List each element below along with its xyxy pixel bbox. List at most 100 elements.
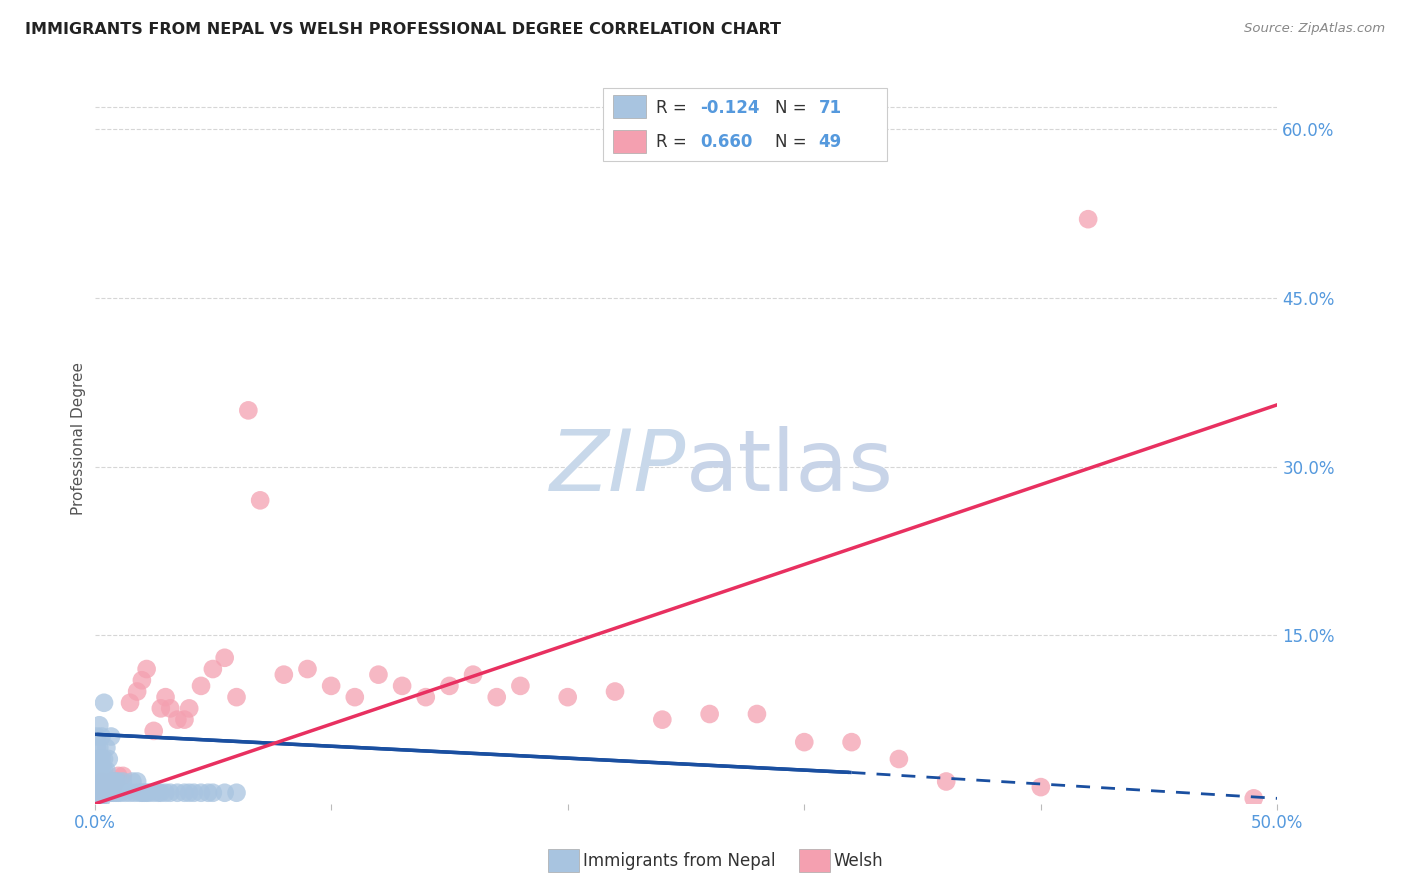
Point bbox=[90, 730, 112, 744]
Point bbox=[96, 774, 118, 789]
Point bbox=[89, 780, 111, 794]
Point bbox=[86, 752, 108, 766]
Point bbox=[96, 780, 118, 794]
Point bbox=[90, 764, 112, 778]
Point bbox=[93, 764, 115, 778]
Point bbox=[93, 786, 115, 800]
Point bbox=[159, 786, 181, 800]
Text: atlas: atlas bbox=[686, 426, 894, 509]
Point bbox=[142, 723, 165, 738]
Point bbox=[439, 679, 461, 693]
Point bbox=[166, 786, 188, 800]
Point bbox=[97, 774, 120, 789]
Point bbox=[190, 786, 212, 800]
Text: IMMIGRANTS FROM NEPAL VS WELSH PROFESSIONAL DEGREE CORRELATION CHART: IMMIGRANTS FROM NEPAL VS WELSH PROFESSIO… bbox=[25, 22, 782, 37]
Point bbox=[89, 774, 111, 789]
Point bbox=[128, 786, 150, 800]
Point bbox=[214, 650, 236, 665]
Text: 49: 49 bbox=[818, 133, 842, 151]
Point bbox=[89, 769, 111, 783]
Point bbox=[841, 735, 863, 749]
Point bbox=[699, 706, 721, 721]
Bar bbox=[613, 95, 645, 119]
Text: R =: R = bbox=[657, 133, 692, 151]
Point bbox=[887, 752, 910, 766]
Point bbox=[89, 752, 111, 766]
Point bbox=[127, 684, 149, 698]
Point bbox=[138, 786, 160, 800]
Point bbox=[201, 786, 224, 800]
Point bbox=[114, 786, 136, 800]
Text: Immigrants from Nepal: Immigrants from Nepal bbox=[583, 852, 776, 870]
Point bbox=[935, 774, 957, 789]
Point bbox=[93, 774, 115, 789]
FancyBboxPatch shape bbox=[603, 87, 887, 161]
Point bbox=[273, 667, 295, 681]
Point bbox=[155, 690, 177, 705]
Point bbox=[97, 786, 120, 800]
Point bbox=[103, 786, 125, 800]
Point bbox=[509, 679, 531, 693]
Point bbox=[321, 679, 343, 693]
Point bbox=[793, 735, 815, 749]
Point bbox=[89, 764, 111, 778]
Point bbox=[104, 774, 127, 789]
Point bbox=[1029, 780, 1052, 794]
Point bbox=[86, 730, 108, 744]
Point bbox=[367, 667, 389, 681]
Point bbox=[173, 786, 195, 800]
Point bbox=[1077, 212, 1099, 227]
Point bbox=[557, 690, 579, 705]
Point bbox=[110, 786, 132, 800]
Point bbox=[225, 690, 247, 705]
Text: N =: N = bbox=[775, 99, 811, 117]
Point bbox=[297, 662, 319, 676]
Point bbox=[249, 493, 271, 508]
Bar bbox=[613, 130, 645, 153]
Point bbox=[391, 679, 413, 693]
Point bbox=[100, 774, 122, 789]
Point bbox=[90, 791, 112, 805]
Point bbox=[1243, 791, 1265, 805]
Point bbox=[166, 713, 188, 727]
Point bbox=[86, 791, 108, 805]
Point bbox=[124, 786, 146, 800]
Point bbox=[343, 690, 366, 705]
Point bbox=[96, 764, 118, 778]
Point bbox=[111, 769, 134, 783]
Point bbox=[131, 673, 153, 688]
Point bbox=[107, 774, 129, 789]
Point bbox=[127, 774, 149, 789]
Point bbox=[201, 662, 224, 676]
Point bbox=[214, 786, 236, 800]
Point bbox=[104, 774, 127, 789]
Point bbox=[238, 403, 260, 417]
Point bbox=[93, 786, 115, 800]
Point bbox=[190, 679, 212, 693]
Y-axis label: Professional Degree: Professional Degree bbox=[72, 362, 86, 515]
Point bbox=[104, 786, 127, 800]
Point bbox=[93, 696, 115, 710]
Point bbox=[173, 713, 195, 727]
Point bbox=[96, 740, 118, 755]
Point bbox=[135, 786, 157, 800]
Point bbox=[103, 774, 125, 789]
Point bbox=[159, 701, 181, 715]
Point bbox=[97, 752, 120, 766]
Point bbox=[111, 774, 134, 789]
Text: -0.124: -0.124 bbox=[700, 99, 759, 117]
Point bbox=[89, 791, 111, 805]
Point bbox=[89, 718, 111, 732]
Point bbox=[149, 786, 172, 800]
Point bbox=[100, 786, 122, 800]
Point bbox=[90, 774, 112, 789]
Point bbox=[225, 786, 247, 800]
Point bbox=[103, 780, 125, 794]
Point bbox=[86, 786, 108, 800]
Text: R =: R = bbox=[657, 99, 692, 117]
Text: Welsh: Welsh bbox=[834, 852, 883, 870]
Point bbox=[86, 764, 108, 778]
Point bbox=[90, 752, 112, 766]
Point bbox=[121, 774, 143, 789]
Point bbox=[179, 701, 201, 715]
